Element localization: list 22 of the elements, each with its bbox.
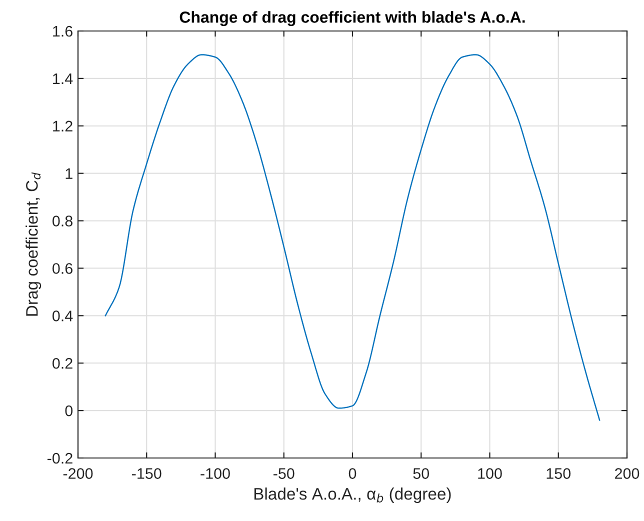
x-axis-title: Blade's A.o.A., α$_{b}$ (degree) (254, 488, 451, 504)
y-tick-label: 1.6 (53, 26, 72, 37)
x-tick-label: -150 (132, 468, 162, 479)
y-tick-label: 0.4 (52, 310, 73, 322)
y-tick-label: 0.8 (52, 216, 72, 226)
y-tick-label: -0.2 (47, 452, 72, 464)
y-tick-label: 1.2 (53, 120, 72, 132)
y-tick-label: 0 (65, 405, 73, 416)
x-tick-label: 200 (615, 468, 640, 479)
y-tick-label: 1 (66, 168, 72, 179)
x-tick-label: -200 (63, 468, 93, 479)
x-tick-label: -50 (274, 468, 294, 479)
x-tick-label: -100 (200, 468, 230, 479)
x-tick-label: 0 (348, 468, 356, 479)
y-tick-label: 0.2 (52, 358, 72, 369)
y-axis-title: Drag coefficient, C$_{d}$ (26, 172, 42, 316)
chart-title: Change of drag coefficient with blade's A.o.A. (180, 11, 525, 26)
y-tick-label: 1.4 (53, 73, 73, 84)
x-tick-label: 100 (478, 468, 502, 479)
x-tick-label: 150 (546, 468, 571, 479)
y-tick-label: 0.6 (52, 263, 72, 274)
x-tick-label: 50 (413, 468, 430, 479)
